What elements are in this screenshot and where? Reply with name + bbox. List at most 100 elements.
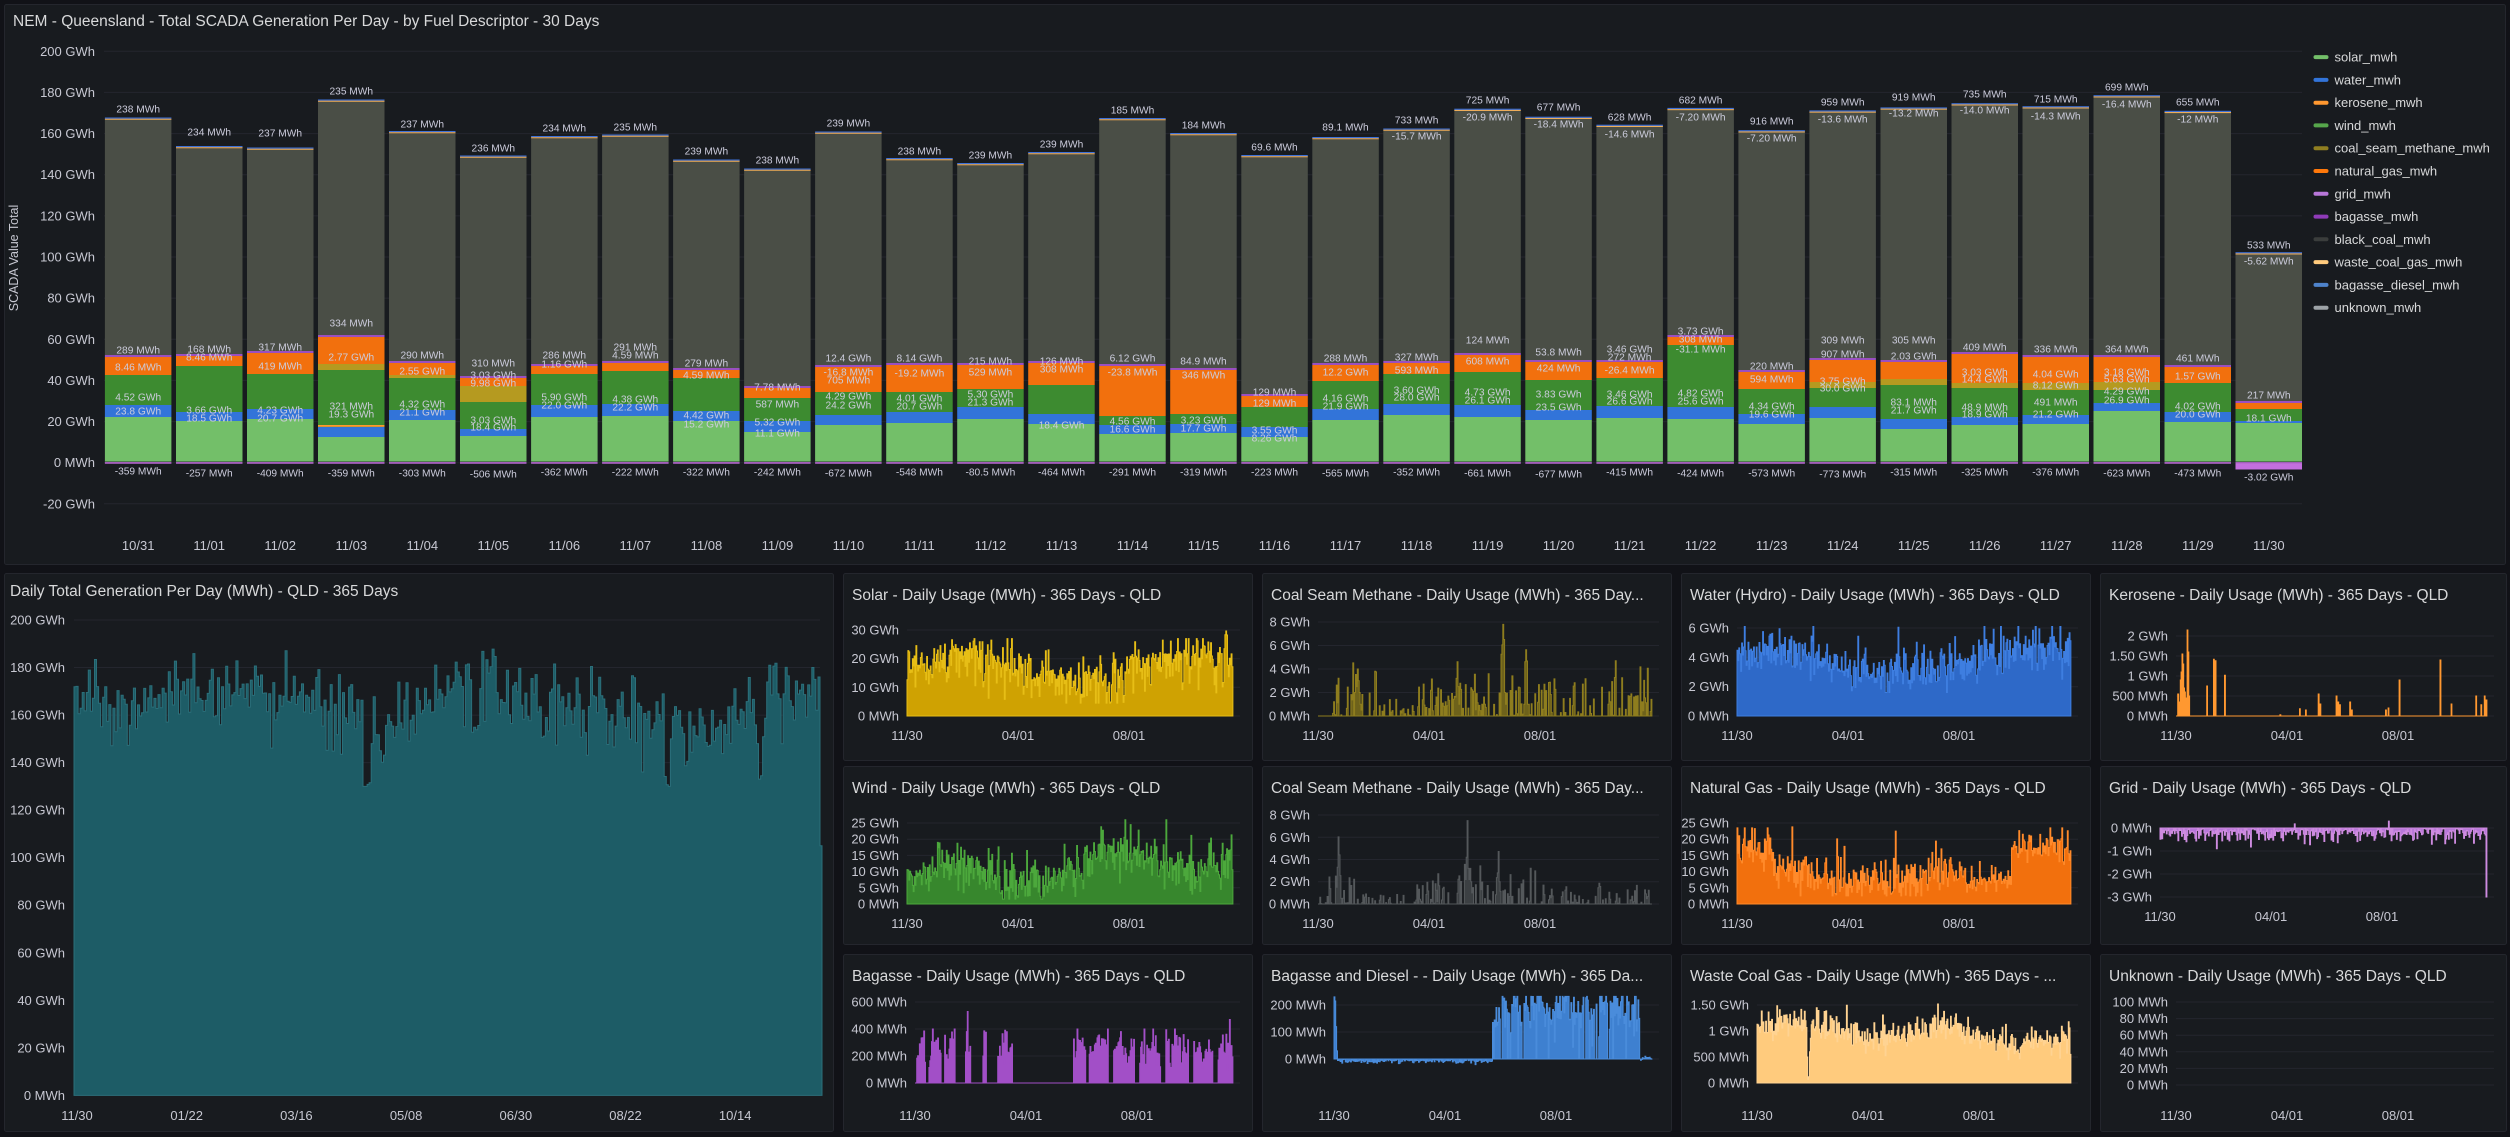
svg-text:733 MWh: 733 MWh — [1395, 116, 1439, 127]
svg-text:279 MWh: 279 MWh — [685, 359, 729, 370]
svg-text:-26.4 MWh: -26.4 MWh — [1605, 366, 1655, 377]
svg-text:11/30: 11/30 — [61, 1108, 93, 1123]
svg-text:5.30 GWh: 5.30 GWh — [967, 390, 1013, 401]
svg-text:-14.3 MWh: -14.3 MWh — [2031, 112, 2081, 123]
svg-text:11/30: 11/30 — [891, 728, 923, 743]
svg-text:239 MWh: 239 MWh — [827, 119, 871, 130]
svg-text:327 MWh: 327 MWh — [1395, 353, 1439, 364]
svg-text:3.46 GWh: 3.46 GWh — [1607, 345, 1653, 356]
svg-text:53.8 MWh: 53.8 MWh — [1535, 348, 1581, 359]
svg-text:11/19: 11/19 — [1472, 538, 1504, 553]
svg-text:655 MWh: 655 MWh — [2176, 98, 2220, 109]
svg-text:628 MWh: 628 MWh — [1608, 113, 1652, 124]
svg-text:3.03 GWh: 3.03 GWh — [470, 416, 516, 427]
svg-text:2 GWh: 2 GWh — [1689, 679, 1729, 694]
svg-text:10 GWh: 10 GWh — [851, 864, 899, 879]
svg-text:0 MWh: 0 MWh — [866, 1076, 907, 1091]
svg-text:Water (Hydro) - Daily Usage (M: Water (Hydro) - Daily Usage (MWh) - 365 … — [1690, 587, 2060, 604]
svg-text:6 GWh: 6 GWh — [1270, 830, 1310, 845]
svg-text:Kerosene - Daily Usage (MWh) -: Kerosene - Daily Usage (MWh) - 365 Days … — [2109, 587, 2448, 604]
svg-text:20 GWh: 20 GWh — [851, 651, 899, 666]
svg-text:Coal Seam Methane - Daily Usag: Coal Seam Methane - Daily Usage (MWh) - … — [1271, 780, 1644, 797]
svg-text:11/25: 11/25 — [1898, 538, 1930, 553]
svg-text:NEM - Queensland - Total SCADA: NEM - Queensland - Total SCADA Generatio… — [13, 13, 600, 30]
svg-text:8.46 MWh: 8.46 MWh — [115, 363, 161, 374]
svg-text:80 GWh: 80 GWh — [47, 291, 95, 306]
svg-text:18.9 GWh: 18.9 GWh — [1962, 410, 2008, 421]
svg-text:237 MWh: 237 MWh — [400, 120, 444, 131]
svg-text:Bagasse and Diesel - - Daily U: Bagasse and Diesel - - Daily Usage (MWh)… — [1271, 968, 1643, 985]
svg-text:100 GWh: 100 GWh — [10, 850, 65, 865]
svg-text:419 MWh: 419 MWh — [258, 362, 302, 373]
svg-text:10/31: 10/31 — [122, 538, 155, 553]
svg-text:11/10: 11/10 — [833, 538, 865, 553]
svg-text:11/17: 11/17 — [1330, 538, 1362, 553]
svg-text:140 GWh: 140 GWh — [40, 167, 95, 182]
svg-text:9.98 GWh: 9.98 GWh — [470, 379, 516, 390]
svg-text:129 MWh: 129 MWh — [1253, 399, 1297, 410]
svg-text:220 MWh: 220 MWh — [1750, 362, 1794, 373]
svg-text:11.1 GWh: 11.1 GWh — [755, 429, 800, 440]
svg-text:4 GWh: 4 GWh — [1270, 662, 1310, 677]
svg-text:-291 MWh: -291 MWh — [1109, 468, 1156, 479]
svg-text:kerosene_mwh: kerosene_mwh — [2335, 95, 2423, 110]
svg-text:11/30: 11/30 — [891, 916, 923, 931]
svg-text:coal_seam_methane_mwh: coal_seam_methane_mwh — [2335, 141, 2490, 156]
svg-text:234 MWh: 234 MWh — [542, 124, 586, 135]
svg-text:20 GWh: 20 GWh — [17, 1040, 65, 1055]
svg-text:100 MWh: 100 MWh — [2112, 995, 2168, 1010]
svg-text:4.01 GWh: 4.01 GWh — [896, 394, 942, 405]
svg-text:04/01: 04/01 — [1429, 1108, 1462, 1123]
svg-text:180 GWh: 180 GWh — [40, 85, 95, 100]
svg-text:1.16 GWh: 1.16 GWh — [541, 360, 587, 371]
svg-text:30.0 GWh: 30.0 GWh — [1820, 384, 1866, 395]
svg-text:11/05: 11/05 — [478, 538, 510, 553]
svg-text:8.12 GWh: 8.12 GWh — [2033, 381, 2079, 392]
svg-text:1 GWh: 1 GWh — [2128, 669, 2168, 684]
svg-text:8.14 GWh: 8.14 GWh — [896, 354, 942, 365]
svg-text:608 MWh: 608 MWh — [1466, 357, 1510, 368]
svg-text:-565 MWh: -565 MWh — [1322, 469, 1369, 480]
svg-text:08/01: 08/01 — [1540, 1108, 1573, 1123]
svg-text:08/22: 08/22 — [609, 1108, 642, 1123]
svg-text:11/27: 11/27 — [2040, 538, 2072, 553]
svg-text:08/01: 08/01 — [1121, 1108, 1154, 1123]
svg-text:04/01: 04/01 — [2271, 1108, 2304, 1123]
svg-text:-20 GWh: -20 GWh — [43, 496, 95, 511]
svg-text:2 GWh: 2 GWh — [2128, 629, 2168, 644]
svg-text:-20.9 MWh: -20.9 MWh — [1463, 113, 1513, 124]
svg-text:-573 MWh: -573 MWh — [1748, 469, 1795, 480]
svg-text:40 GWh: 40 GWh — [47, 373, 95, 388]
svg-text:0 MWh: 0 MWh — [1688, 897, 1729, 912]
svg-text:11/15: 11/15 — [1188, 538, 1220, 553]
svg-text:11/07: 11/07 — [620, 538, 652, 553]
svg-text:4.32 GWh: 4.32 GWh — [399, 400, 445, 411]
svg-text:160 GWh: 160 GWh — [10, 708, 65, 723]
svg-text:19.3 GWh: 19.3 GWh — [328, 410, 374, 421]
svg-text:235 MWh: 235 MWh — [613, 123, 657, 134]
svg-text:01/22: 01/22 — [170, 1108, 203, 1123]
svg-text:60 GWh: 60 GWh — [47, 332, 95, 347]
svg-text:21.9 GWh: 21.9 GWh — [1323, 402, 1369, 413]
svg-text:-16.8 MWh: -16.8 MWh — [823, 368, 873, 379]
svg-text:-1 GWh: -1 GWh — [2107, 844, 2152, 859]
svg-text:5 GWh: 5 GWh — [859, 880, 899, 895]
svg-text:20.7 GWh: 20.7 GWh — [257, 414, 303, 425]
svg-text:4.59 MWh: 4.59 MWh — [683, 371, 729, 382]
svg-text:2.03 GWh: 2.03 GWh — [1891, 352, 1937, 363]
svg-text:-7.20 MWh: -7.20 MWh — [1676, 113, 1726, 124]
svg-text:238 MWh: 238 MWh — [756, 156, 800, 167]
svg-text:334 MWh: 334 MWh — [329, 319, 373, 330]
svg-text:16.6 GWh: 16.6 GWh — [1110, 425, 1156, 436]
svg-text:317 MWh: 317 MWh — [258, 343, 302, 354]
svg-text:14.4 GWh: 14.4 GWh — [1962, 375, 2008, 386]
svg-text:907 MWh: 907 MWh — [1821, 350, 1865, 361]
svg-text:4.29 GWh: 4.29 GWh — [825, 392, 871, 403]
svg-text:0 MWh: 0 MWh — [1688, 709, 1729, 724]
svg-text:Grid - Daily Usage (MWh) - 365: Grid - Daily Usage (MWh) - 365 Days - QL… — [2109, 780, 2411, 797]
svg-text:3.60 GWh: 3.60 GWh — [1394, 386, 1440, 397]
svg-text:48.9 MWh: 48.9 MWh — [1961, 403, 2007, 414]
svg-text:-13.2 MWh: -13.2 MWh — [1889, 109, 1939, 120]
svg-text:-3.02 GWh: -3.02 GWh — [2244, 473, 2293, 484]
svg-text:6 GWh: 6 GWh — [1689, 621, 1729, 636]
